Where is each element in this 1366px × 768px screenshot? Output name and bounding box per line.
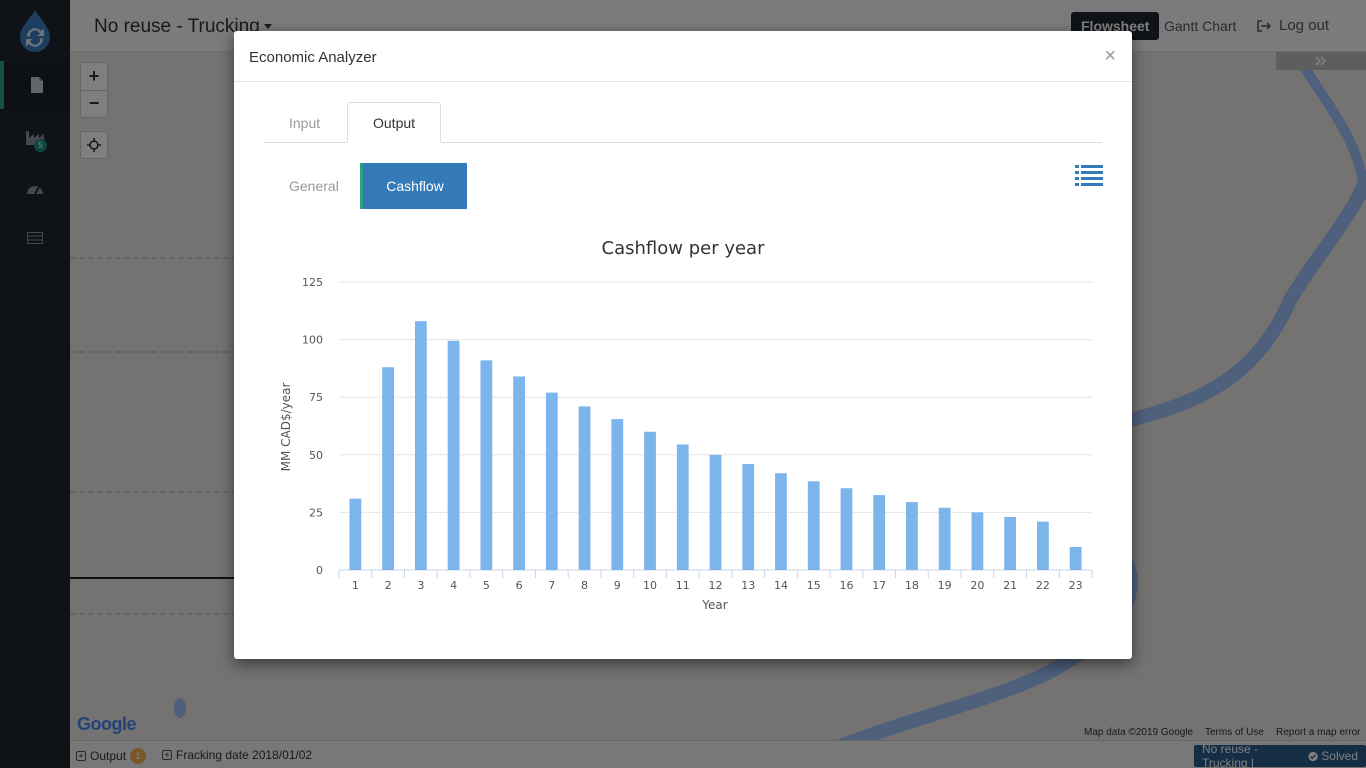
economic-analyzer-modal: Economic Analyzer × Input Output General… bbox=[234, 31, 1132, 659]
x-tick-label: 21 bbox=[1003, 579, 1017, 592]
bar-year-20[interactable] bbox=[971, 512, 984, 570]
bar-year-1[interactable] bbox=[349, 498, 362, 570]
bar-year-11[interactable] bbox=[676, 444, 689, 570]
y-tick-label: 50 bbox=[309, 449, 323, 462]
x-axis-label: Year bbox=[701, 598, 727, 612]
subtab-cashflow[interactable]: Cashflow bbox=[360, 163, 467, 209]
chart-menu-button[interactable] bbox=[1075, 164, 1103, 188]
bar-year-17[interactable] bbox=[873, 495, 886, 570]
bar-year-12[interactable] bbox=[709, 454, 722, 570]
modal-tabs: Input Output bbox=[264, 102, 1102, 143]
bar-year-4[interactable] bbox=[447, 340, 460, 570]
x-tick-label: 16 bbox=[839, 579, 853, 592]
x-tick-label: 23 bbox=[1069, 579, 1083, 592]
bar-year-3[interactable] bbox=[414, 321, 427, 570]
bar-year-23[interactable] bbox=[1069, 546, 1082, 570]
close-icon[interactable]: × bbox=[1104, 45, 1116, 67]
bar-year-8[interactable] bbox=[578, 406, 591, 570]
subtab-general[interactable]: General bbox=[289, 178, 339, 194]
bar-year-13[interactable] bbox=[742, 464, 755, 570]
bar-year-6[interactable] bbox=[513, 376, 525, 570]
x-tick-label: 6 bbox=[516, 579, 523, 592]
x-tick-label: 2 bbox=[385, 579, 392, 592]
bar-year-16[interactable] bbox=[840, 488, 853, 570]
bar-year-5[interactable] bbox=[480, 360, 493, 570]
x-tick-label: 18 bbox=[905, 579, 919, 592]
x-tick-label: 17 bbox=[872, 579, 886, 592]
x-tick-label: 20 bbox=[970, 579, 984, 592]
x-tick-label: 15 bbox=[807, 579, 821, 592]
x-tick-label: 9 bbox=[614, 579, 621, 592]
x-tick-label: 19 bbox=[938, 579, 952, 592]
x-tick-label: 14 bbox=[774, 579, 788, 592]
list-icon bbox=[1075, 165, 1103, 186]
modal-header: Economic Analyzer × bbox=[234, 31, 1132, 82]
x-tick-label: 12 bbox=[709, 579, 723, 592]
bar-year-2[interactable] bbox=[382, 367, 395, 570]
tab-input[interactable]: Input bbox=[289, 114, 321, 131]
bar-year-18[interactable] bbox=[906, 502, 918, 570]
x-tick-label: 3 bbox=[417, 579, 424, 592]
y-tick-label: 75 bbox=[309, 391, 323, 404]
y-tick-label: 100 bbox=[302, 334, 323, 347]
bar-year-15[interactable] bbox=[807, 481, 820, 570]
bar-year-9[interactable] bbox=[611, 419, 624, 570]
y-tick-label: 0 bbox=[316, 564, 323, 577]
chart-bars bbox=[349, 321, 1082, 570]
x-axis-ticks: 1 2 3 4 5 6 7 8 9 10 11 12 13 14 15 16 17 18 19 20 21 22 23 bbox=[338, 570, 1093, 592]
x-tick-label: 10 bbox=[643, 579, 657, 592]
x-tick-label: 22 bbox=[1036, 579, 1050, 592]
x-tick-label: 4 bbox=[450, 579, 457, 592]
bar-year-22[interactable] bbox=[1036, 521, 1049, 570]
bar-year-21[interactable] bbox=[1004, 517, 1017, 570]
y-tick-label: 125 bbox=[302, 276, 323, 289]
y-tick-label: 25 bbox=[309, 506, 323, 519]
x-tick-label: 7 bbox=[548, 579, 555, 592]
x-tick-label: 13 bbox=[741, 579, 755, 592]
x-tick-label: 5 bbox=[483, 579, 490, 592]
bar-year-10[interactable] bbox=[644, 431, 656, 570]
x-tick-label: 11 bbox=[676, 579, 690, 592]
tab-output[interactable]: Output bbox=[347, 102, 442, 143]
y-axis-ticks: 0 25 50 75 100 125 bbox=[302, 276, 323, 577]
bar-year-14[interactable] bbox=[775, 473, 787, 570]
bar-year-7[interactable] bbox=[545, 392, 558, 570]
modal-title: Economic Analyzer bbox=[249, 49, 377, 66]
chart-title: Cashflow per year bbox=[602, 238, 766, 259]
x-tick-label: 8 bbox=[581, 579, 588, 592]
x-tick-label: 1 bbox=[352, 579, 359, 592]
y-axis-label: MM CAD$/year bbox=[279, 383, 293, 472]
bar-year-19[interactable] bbox=[938, 507, 951, 570]
